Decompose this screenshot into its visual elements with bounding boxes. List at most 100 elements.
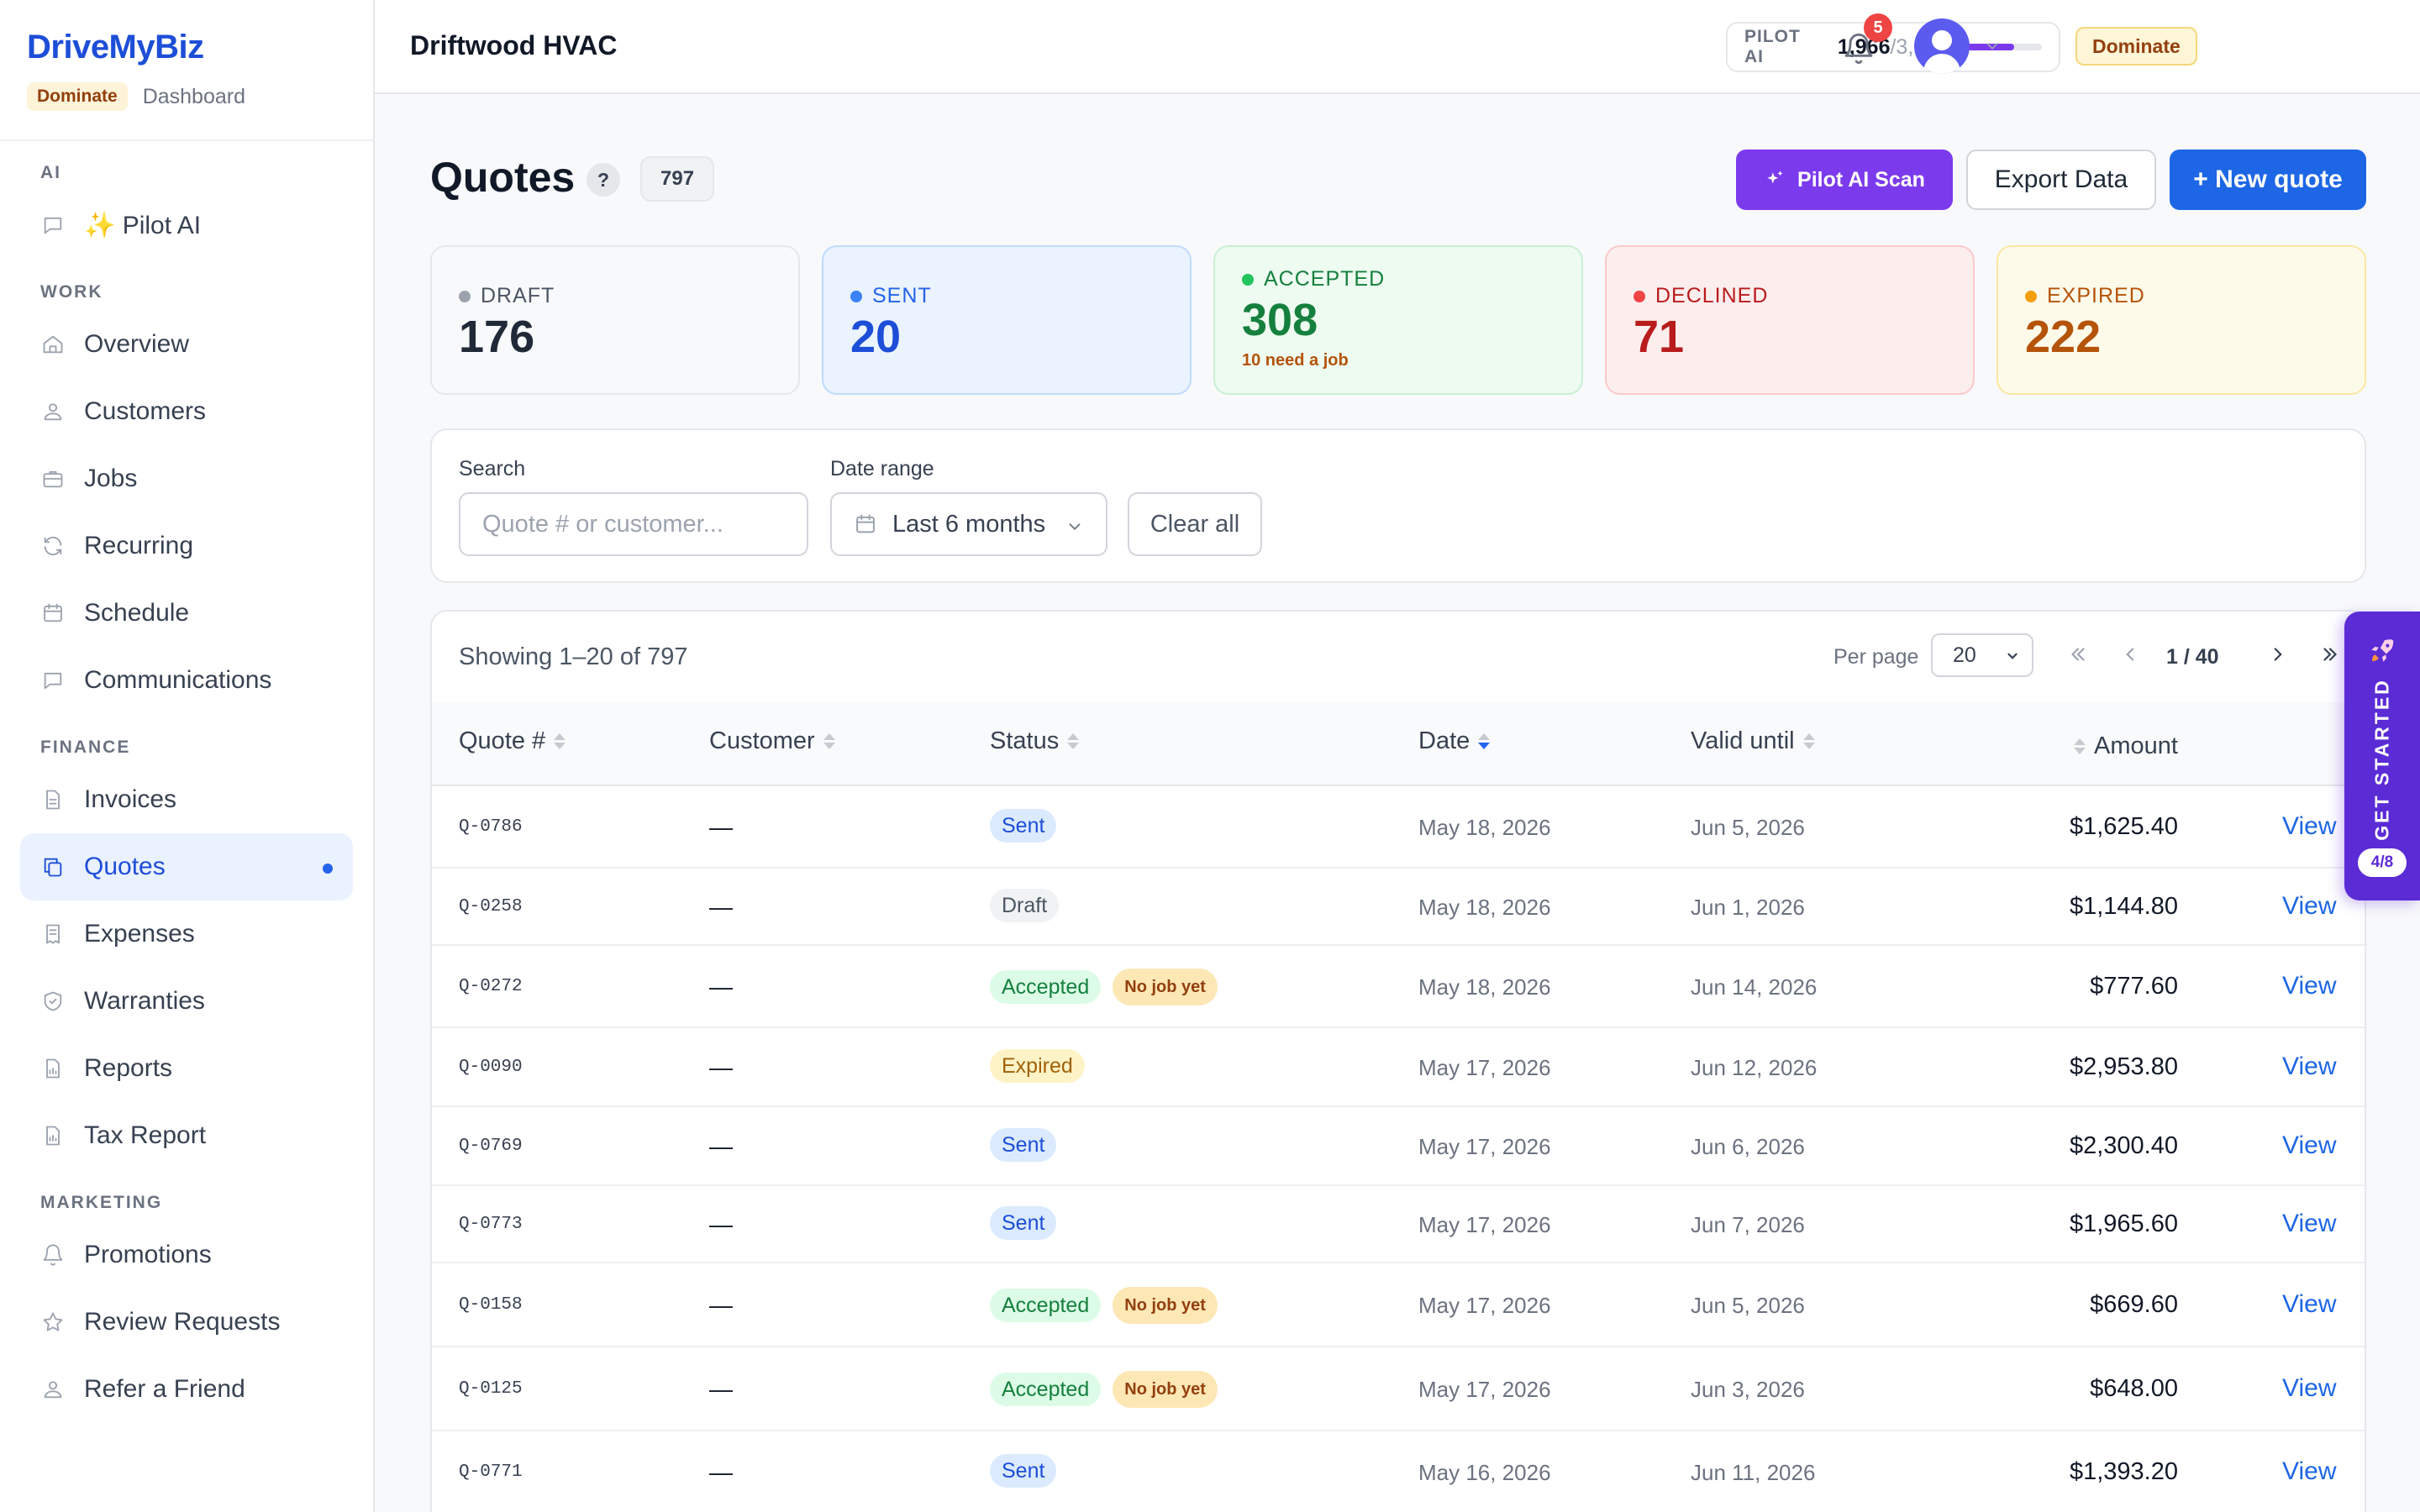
get-started-tab[interactable]: GET STARTED 4/8 (2344, 612, 2420, 900)
sidebar-item-reports[interactable]: Reports (20, 1035, 353, 1102)
avatar[interactable] (1914, 18, 1970, 74)
sidebar-item-label: Quotes (84, 853, 166, 880)
bell-icon[interactable] (1842, 32, 1876, 66)
column-header-date[interactable]: Date (1418, 727, 1491, 755)
view-link[interactable]: View (2282, 972, 2337, 1000)
status-badge: Expired (990, 1049, 1085, 1083)
quote-date: May 16, 2026 (1418, 1460, 1551, 1485)
sidebar-item-label: Recurring (84, 532, 194, 559)
status-dot (1634, 290, 1645, 302)
table-row[interactable]: Q-0158 — Accepted No job yet May 17, 2026 Jun… (432, 1263, 2365, 1347)
view-link[interactable]: View (2282, 1210, 2337, 1237)
sidebar-item-recurring[interactable]: Recurring (20, 512, 353, 580)
table-row[interactable]: Q-0771 — Sent May 16, 2026 Jun 11, 2026 $1,39… (432, 1431, 2365, 1512)
next-page-icon[interactable] (2264, 640, 2292, 669)
plan-badge-header[interactable]: Dominate (2075, 27, 2197, 66)
ai-credits-meter[interactable]: PILOT AI 1,966/3,000 (1726, 22, 2060, 72)
column-header-amount[interactable]: Amount (2074, 732, 2178, 760)
pilot-ai-scan-button[interactable]: Pilot AI Scan (1736, 150, 1953, 210)
chat-icon (40, 668, 66, 693)
valid-until-date: Jun 11, 2026 (1691, 1460, 1816, 1485)
sort-icon (823, 733, 835, 749)
table-row[interactable]: Q-0090 — Expired May 17, 2026 Jun 12, 2026 $2… (432, 1028, 2365, 1107)
sort-icon (554, 733, 566, 749)
view-link[interactable]: View (2282, 1374, 2337, 1402)
status-card-sent[interactable]: SENT 20 (822, 245, 1192, 395)
sidebar-item-schedule[interactable]: Schedule (20, 580, 353, 647)
sidebar-item-tax-report[interactable]: Tax Report (20, 1102, 353, 1169)
status-cell: Sent (990, 1128, 1057, 1162)
export-data-button[interactable]: Export Data (1966, 150, 2156, 210)
status-card-expired[interactable]: EXPIRED 222 (1996, 245, 2366, 395)
sidebar-item-expenses[interactable]: Expenses (20, 900, 353, 968)
sidebar-item-invoices[interactable]: Invoices (20, 766, 353, 833)
column-header-valid-until[interactable]: Valid until (1691, 727, 1815, 755)
total-count-badge: 797 (640, 156, 715, 202)
sidebar-item-quotes[interactable]: Quotes (20, 833, 353, 900)
new-quote-button[interactable]: + New quote (2170, 150, 2366, 210)
sidebar-divider (0, 139, 373, 141)
sidebar-item-promotions[interactable]: Promotions (20, 1221, 353, 1289)
sidebar-item-label: Communications (84, 666, 272, 694)
clear-all-button[interactable]: Clear all (1128, 492, 1262, 556)
sidebar-section-title: FINANCE (40, 738, 131, 757)
column-header-status[interactable]: Status (990, 727, 1080, 755)
table-row[interactable]: Q-0786 — Sent May 18, 2026 Jun 5, 2026 $1,625… (432, 786, 2365, 869)
view-link[interactable]: View (2282, 812, 2337, 840)
sidebar-item-label: Schedule (84, 599, 190, 627)
first-page-icon[interactable] (2064, 640, 2092, 669)
status-summary-cards: DRAFT 176 SENT 20 ACCEPTED 308 10 need a job DE… (430, 245, 2366, 395)
status-cell: Accepted No job yet (990, 1371, 1218, 1408)
view-link[interactable]: View (2282, 1053, 2337, 1080)
last-page-icon[interactable] (2316, 640, 2344, 669)
sidebar-item-customers[interactable]: Customers (20, 378, 353, 445)
per-page-select[interactable]: 20 (1931, 633, 2033, 677)
table-row[interactable]: Q-0258 — Draft May 18, 2026 Jun 1, 2026 $1,14… (432, 869, 2365, 946)
date-range-select[interactable]: Last 6 months (830, 492, 1107, 556)
status-cell: Sent (990, 809, 1057, 843)
view-link[interactable]: View (2282, 1290, 2337, 1318)
sidebar-item-review-requests[interactable]: Review Requests (20, 1289, 353, 1356)
valid-until-date: Jun 14, 2026 (1691, 974, 1818, 1000)
search-input[interactable] (459, 492, 808, 556)
help-button[interactable]: ? (587, 163, 620, 197)
status-card-label-text: ACCEPTED (1264, 267, 1386, 291)
chevron-down-icon[interactable] (1983, 37, 2002, 55)
sparkle-icon (1764, 169, 1786, 191)
previous-page-icon[interactable] (2116, 640, 2144, 669)
chat-icon (40, 213, 66, 238)
table-row[interactable]: Q-0773 — Sent May 17, 2026 Jun 7, 2026 $1,965… (432, 1186, 2365, 1263)
sidebar-item-overview[interactable]: Overview (20, 311, 353, 378)
sort-icon (1067, 733, 1080, 749)
customer-name: — (709, 1133, 733, 1159)
view-link[interactable]: View (2282, 1457, 2337, 1485)
no-job-badge: No job yet (1113, 1287, 1218, 1324)
view-link[interactable]: View (2282, 1131, 2337, 1159)
notification-count-badge: 5 (1864, 13, 1892, 42)
column-header-customer[interactable]: Customer (709, 727, 835, 755)
table-row[interactable]: Q-0272 — Accepted No job yet May 18, 2026 Jun… (432, 946, 2365, 1028)
table-row[interactable]: Q-0769 — Sent May 17, 2026 Jun 6, 2026 $2,300… (432, 1107, 2365, 1186)
status-card-value: 71 (1634, 312, 1685, 362)
valid-until-date: Jun 5, 2026 (1691, 815, 1805, 840)
status-card-declined[interactable]: DECLINED 71 (1605, 245, 1975, 395)
sidebar-item-refer-a-friend[interactable]: Refer a Friend (20, 1356, 353, 1423)
sidebar-item-label: Refer a Friend (84, 1375, 245, 1403)
per-page-label: Per page (1833, 645, 1919, 669)
sidebar-item-jobs[interactable]: Jobs (20, 445, 353, 512)
sidebar-item-warranties[interactable]: Warranties (20, 968, 353, 1035)
shield-icon (40, 989, 66, 1014)
status-card-accepted[interactable]: ACCEPTED 308 10 need a job (1213, 245, 1583, 395)
status-dot (2025, 290, 2037, 302)
brand-logo[interactable]: DriveMyBiz (27, 29, 204, 66)
quote-amount: $777.60 (2090, 973, 2178, 1000)
column-header-quote[interactable]: Quote # (459, 727, 566, 755)
status-badge: Sent (990, 1206, 1057, 1240)
sidebar-item-label: Review Requests (84, 1308, 281, 1336)
table-row[interactable]: Q-0125 — Accepted No job yet May 17, 2026 Jun… (432, 1347, 2365, 1431)
customer-name: — (709, 1211, 733, 1237)
sidebar-item-communications[interactable]: Communications (20, 647, 353, 714)
sidebar-item-pilot-ai[interactable]: ✨ Pilot AI (20, 192, 353, 259)
status-card-draft[interactable]: DRAFT 176 (430, 245, 800, 395)
view-link[interactable]: View (2282, 892, 2337, 920)
